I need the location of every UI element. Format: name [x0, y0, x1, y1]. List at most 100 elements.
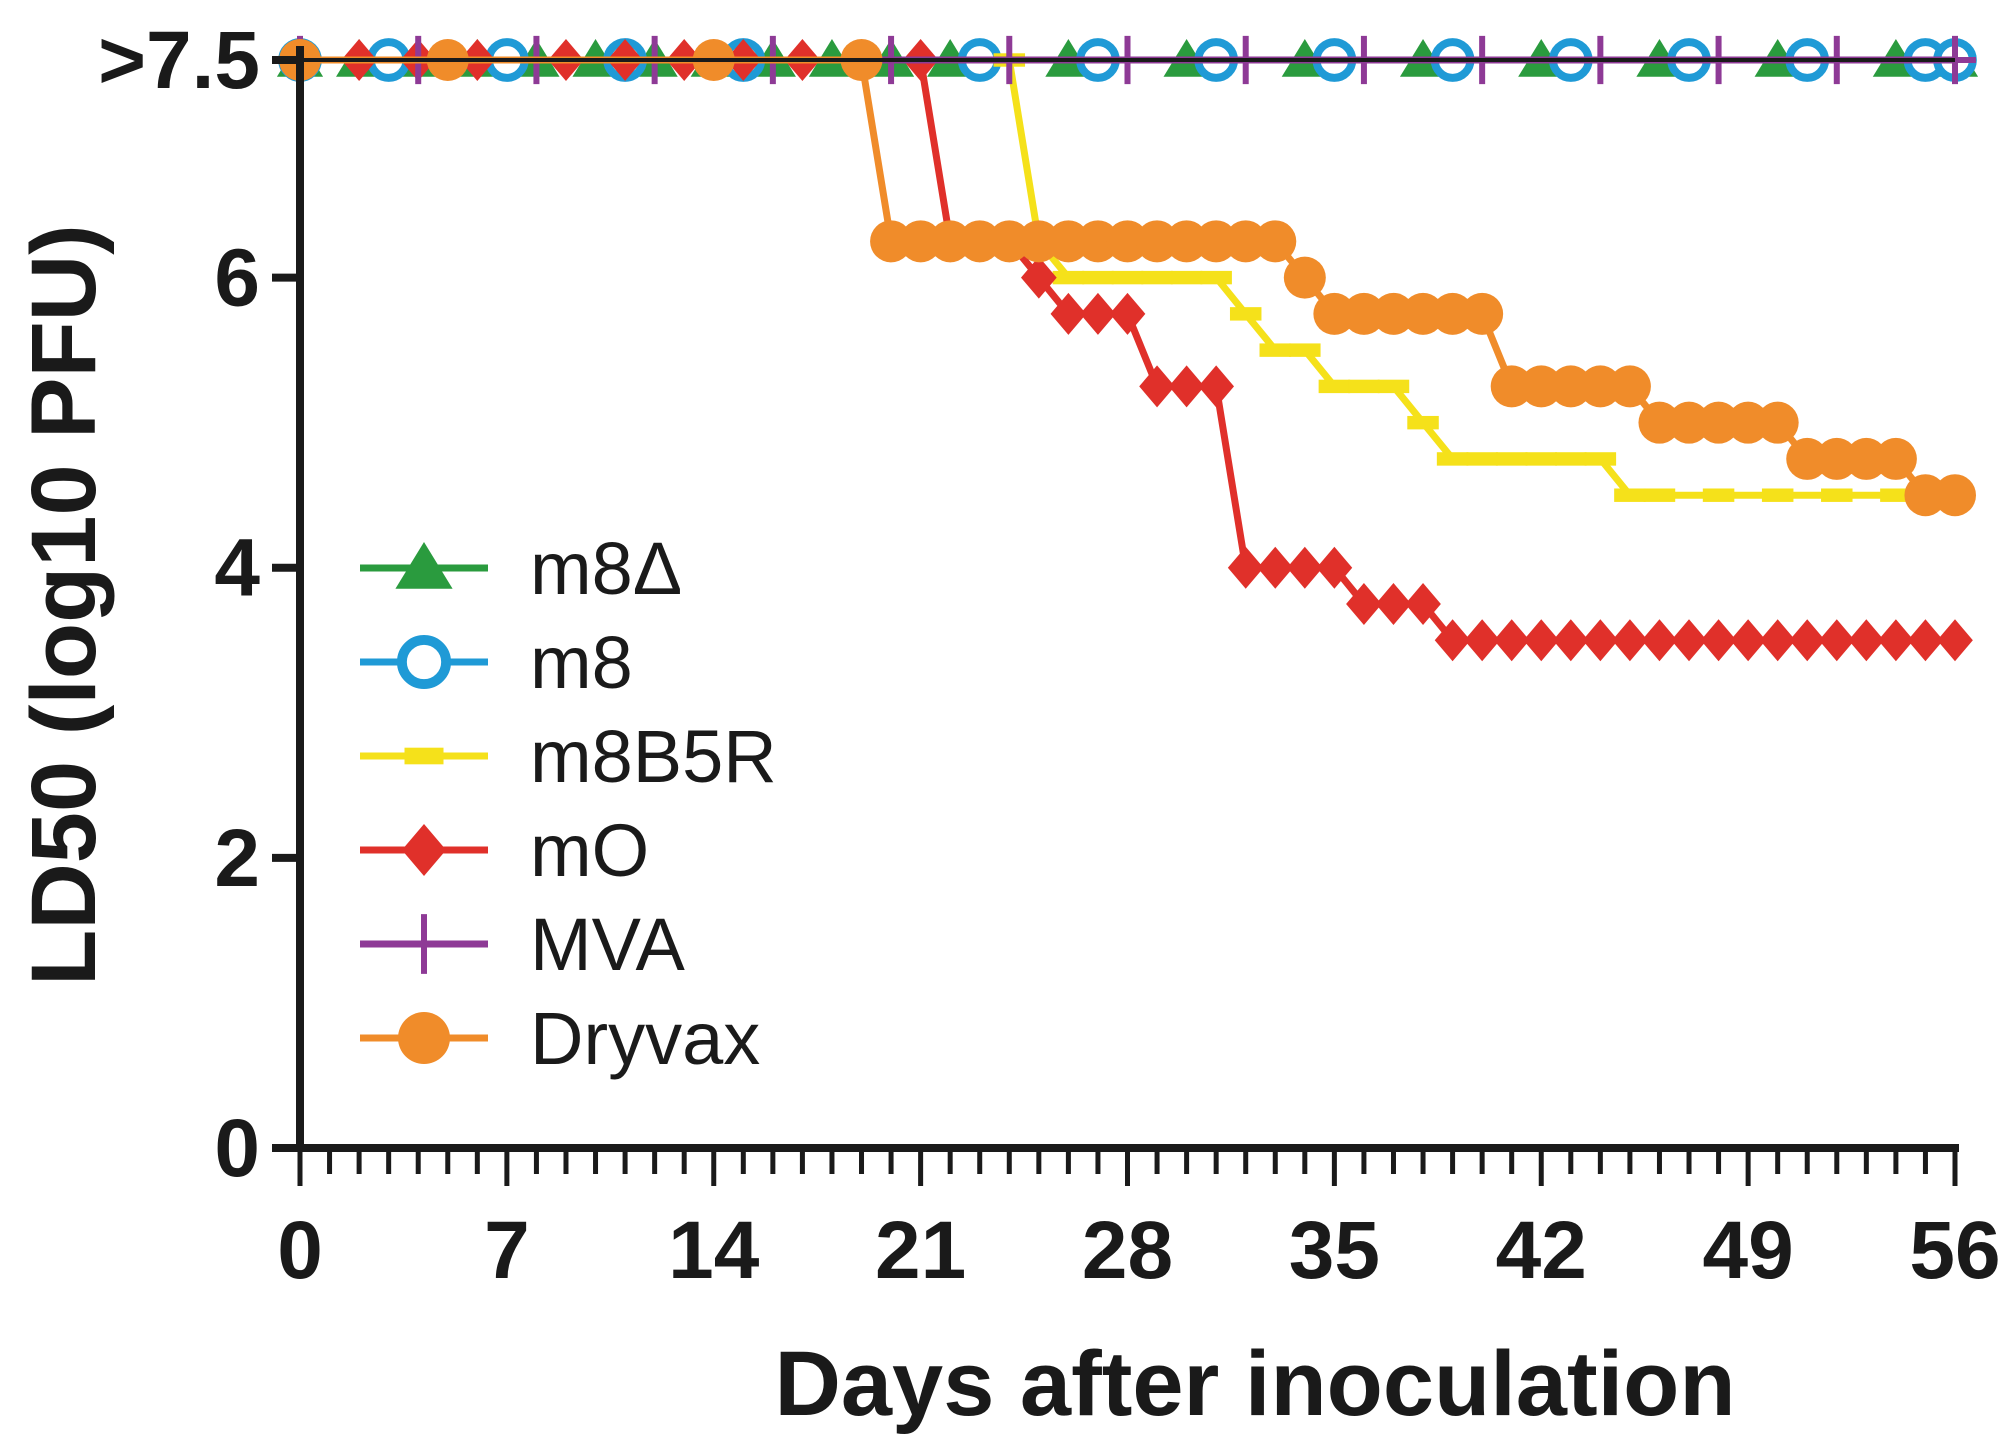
x-tick-label-3: 21	[875, 1205, 966, 1296]
legend: m8Δ m8 m8B5R mO MVA Dryvax	[360, 527, 777, 1080]
data-point-2-7	[1170, 270, 1203, 285]
legend-item-1: m8	[360, 621, 633, 704]
data-point-3-17	[1109, 292, 1146, 335]
y-tick-label-3: 6	[214, 233, 260, 324]
legend-label-5: Dryvax	[530, 997, 760, 1080]
data-point-5-6	[929, 220, 972, 263]
data-point-3-21	[1227, 546, 1264, 589]
data-point-2-19	[1525, 452, 1557, 466]
data-point-2-21	[1584, 452, 1617, 466]
data-point-3-27	[1405, 583, 1441, 625]
x-axis-title: Days after inoculation	[774, 1333, 1735, 1435]
legend-marker-3	[401, 824, 447, 876]
data-point-2-24	[1702, 488, 1735, 502]
data-point-2-8	[1200, 270, 1232, 285]
data-point-2-5	[1111, 270, 1144, 285]
data-point-3-42	[1848, 619, 1885, 662]
data-point-5-37	[1845, 437, 1888, 480]
data-point-3-15	[1050, 292, 1087, 335]
legend-label-0: m8Δ	[530, 527, 682, 610]
legend-marker-1	[396, 634, 452, 690]
data-point-2-6	[1141, 270, 1173, 285]
data-point-3-39	[1759, 619, 1796, 662]
y-tick-label-2: 4	[214, 523, 260, 614]
legend-item-0: m8Δ	[360, 527, 682, 610]
data-point-5-36	[1815, 437, 1858, 480]
data-point-3-34	[1612, 619, 1648, 662]
data-point-5-13	[1136, 220, 1179, 263]
legend-label-1: m8	[530, 621, 633, 704]
data-point-5-19	[1313, 292, 1356, 335]
data-point-2-4	[1082, 270, 1114, 285]
data-point-2-20	[1555, 452, 1587, 466]
data-point-5-12	[1106, 220, 1149, 263]
data-point-2-27	[1880, 488, 1912, 502]
data-point-5-4	[870, 220, 913, 263]
data-point-3-30	[1493, 619, 1530, 662]
data-point-3-38	[1730, 619, 1766, 662]
data-point-5-34	[1756, 401, 1799, 444]
data-point-5-33	[1727, 401, 1770, 444]
data-point-3-44	[1907, 619, 1944, 662]
data-point-5-20	[1342, 292, 1385, 335]
y-axis-title: LD50 (log10 PFU)	[13, 224, 115, 986]
data-point-5-31	[1668, 401, 1711, 444]
data-point-5-40	[1934, 474, 1976, 517]
data-point-5-39	[1904, 474, 1947, 517]
y-tick-label-0: 0	[214, 1103, 260, 1194]
data-point-5-8	[988, 220, 1031, 263]
x-tick-label-1: 7	[484, 1205, 530, 1296]
data-point-5-14	[1165, 220, 1208, 263]
data-point-2-16	[1436, 452, 1469, 466]
data-point-3-31	[1523, 619, 1560, 662]
x-tick-label-5: 35	[1289, 1205, 1380, 1296]
legend-marker-2	[404, 747, 444, 765]
legend-item-2: m8B5R	[360, 715, 777, 798]
data-point-5-17	[1254, 220, 1297, 263]
legend-label-3: mO	[530, 809, 649, 892]
x-tick-label-6: 42	[1496, 1205, 1587, 1296]
data-point-5-9	[1017, 220, 1060, 263]
data-point-5-29	[1608, 365, 1651, 408]
data-point-2-11	[1289, 343, 1321, 357]
data-point-3-29	[1464, 619, 1500, 662]
legend-item-4: MVA	[360, 903, 686, 986]
data-point-5-5	[899, 220, 942, 263]
data-point-3-23	[1286, 546, 1323, 589]
data-point-2-13	[1348, 379, 1380, 394]
series-5	[279, 39, 1976, 517]
data-point-2-22	[1614, 488, 1646, 502]
data-point-5-10	[1047, 220, 1090, 263]
data-point-5-7	[958, 220, 1001, 263]
x-tick-label-2: 14	[668, 1205, 760, 1296]
data-point-3-43	[1878, 619, 1914, 662]
data-point-3-33	[1582, 619, 1619, 662]
data-point-5-18	[1283, 256, 1326, 299]
data-point-2-17	[1466, 452, 1498, 466]
data-point-2-10	[1259, 343, 1292, 357]
data-point-2-18	[1495, 452, 1528, 466]
legend-marker-0	[395, 542, 453, 589]
legend-marker-4	[398, 914, 450, 974]
legend-label-2: m8B5R	[530, 715, 777, 798]
data-point-3-40	[1789, 619, 1826, 662]
data-point-5-32	[1697, 401, 1740, 444]
data-point-2-14	[1377, 379, 1410, 394]
data-point-3-14	[1020, 256, 1057, 299]
legend-item-3: mO	[360, 809, 649, 892]
data-point-5-23	[1431, 292, 1474, 335]
data-point-3-25	[1346, 583, 1382, 625]
data-point-3-45	[1937, 619, 1973, 662]
data-point-5-30	[1638, 401, 1681, 444]
data-point-5-26	[1520, 365, 1563, 408]
data-point-2-9	[1229, 307, 1262, 321]
axes-layer: 0 2 4 6 >7.5 0 7 14 21 28 35 42 49 56	[98, 15, 2001, 1296]
x-tick-label-4: 28	[1082, 1205, 1173, 1296]
data-point-5-35	[1786, 437, 1829, 480]
legend-label-4: MVA	[530, 903, 686, 986]
legend-marker-5	[398, 1012, 450, 1064]
data-point-5-27	[1549, 365, 1592, 408]
data-point-5-22	[1402, 292, 1445, 335]
data-point-3-28	[1434, 619, 1471, 662]
data-point-3-36	[1671, 619, 1707, 662]
